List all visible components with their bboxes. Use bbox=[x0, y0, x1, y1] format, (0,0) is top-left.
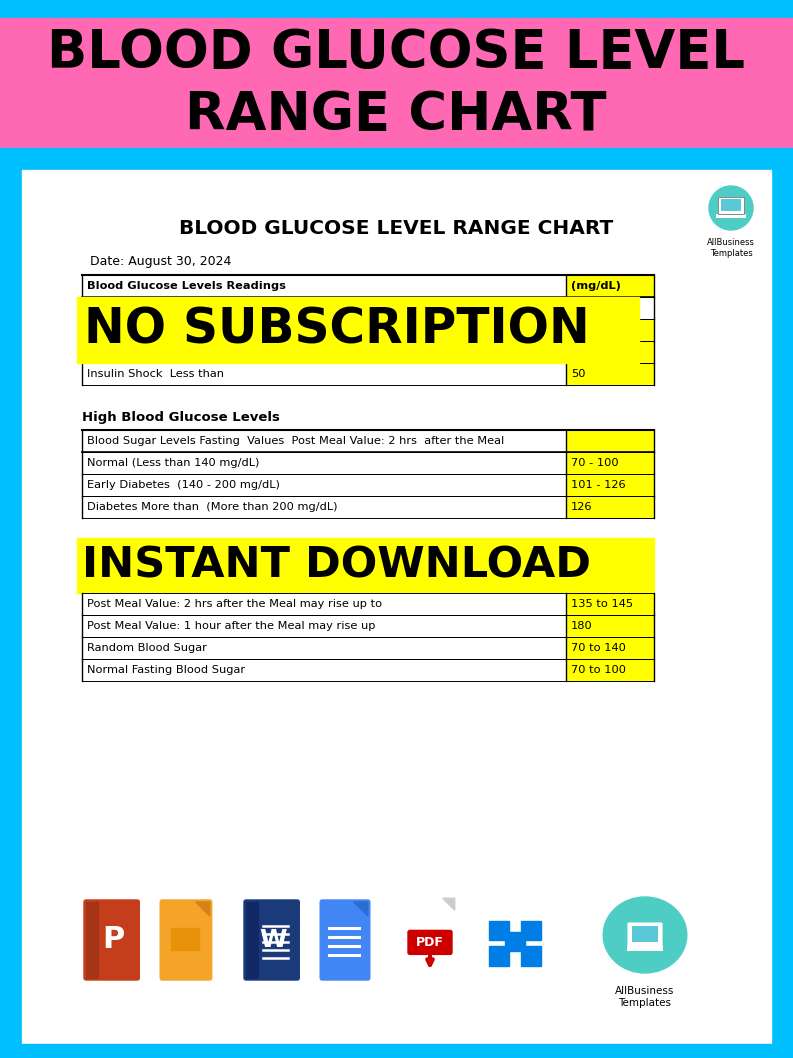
FancyBboxPatch shape bbox=[408, 930, 452, 954]
Bar bbox=[632, 926, 658, 942]
Text: High Blood Glucose Levels: High Blood Glucose Levels bbox=[82, 412, 280, 424]
Text: AllBusiness
Templates: AllBusiness Templates bbox=[615, 986, 675, 1008]
Text: Post Meal Value: 1 hour after the Meal may rise up: Post Meal Value: 1 hour after the Meal m… bbox=[87, 621, 376, 631]
Text: W: W bbox=[259, 928, 287, 952]
Bar bbox=[82, 659, 566, 681]
Bar bbox=[718, 197, 744, 214]
Text: P: P bbox=[102, 926, 125, 954]
Bar bbox=[566, 275, 654, 297]
Text: 50: 50 bbox=[571, 369, 585, 379]
Bar bbox=[77, 297, 639, 363]
Ellipse shape bbox=[603, 897, 687, 973]
Text: 135 to 145: 135 to 145 bbox=[571, 599, 633, 609]
Text: Normal (Less than 140 mg/dL): Normal (Less than 140 mg/dL) bbox=[87, 458, 259, 468]
Bar bbox=[718, 197, 744, 214]
Bar bbox=[566, 615, 654, 637]
Text: Random Blood Sugar: Random Blood Sugar bbox=[87, 643, 207, 653]
Polygon shape bbox=[442, 898, 454, 910]
Text: Date: August 30, 2024: Date: August 30, 2024 bbox=[90, 255, 232, 269]
Text: 101 - 126: 101 - 126 bbox=[571, 480, 626, 490]
Text: Blood Sugar Levels Fasting  Values  Post Meal Value: 2 hrs  after the Meal: Blood Sugar Levels Fasting Values Post M… bbox=[87, 436, 504, 446]
FancyBboxPatch shape bbox=[401, 894, 458, 986]
Text: (mg/dL): (mg/dL) bbox=[571, 281, 621, 291]
Bar bbox=[82, 275, 566, 297]
Bar bbox=[82, 430, 566, 452]
Text: PDF: PDF bbox=[416, 936, 444, 949]
Text: 70: 70 bbox=[571, 325, 585, 335]
Polygon shape bbox=[86, 902, 98, 978]
Bar bbox=[82, 615, 566, 637]
Text: INSTANT DOWNLOAD: INSTANT DOWNLOAD bbox=[82, 545, 591, 586]
Bar bbox=[566, 341, 654, 363]
FancyBboxPatch shape bbox=[628, 923, 662, 947]
Text: Diabetes More than  (More than 200 mg/dL): Diabetes More than (More than 200 mg/dL) bbox=[87, 501, 338, 512]
Text: 70 - 100: 70 - 100 bbox=[571, 458, 619, 468]
Bar bbox=[0, 148, 793, 166]
Bar bbox=[82, 592, 566, 615]
Bar bbox=[82, 496, 566, 518]
Bar bbox=[716, 214, 746, 218]
Bar bbox=[566, 363, 654, 385]
Bar bbox=[171, 928, 199, 950]
Bar bbox=[0, 1044, 793, 1058]
Bar bbox=[566, 474, 654, 496]
Bar bbox=[566, 592, 654, 615]
Text: Normal: Normal bbox=[87, 303, 128, 313]
Text: 126: 126 bbox=[571, 501, 592, 512]
Text: 180: 180 bbox=[571, 347, 592, 357]
Text: Hypoglycemia (Low Blood Sugar)  Less than: Hypoglycemia (Low Blood Sugar) Less than bbox=[87, 325, 337, 335]
Circle shape bbox=[709, 186, 753, 230]
Text: 180: 180 bbox=[571, 621, 592, 631]
Text: BLOOD GLUCOSE LEVEL RANGE CHART: BLOOD GLUCOSE LEVEL RANGE CHART bbox=[179, 219, 613, 237]
Text: 70 to 140: 70 to 140 bbox=[571, 643, 626, 653]
Bar bbox=[566, 452, 654, 474]
Text: RANGE CHART: RANGE CHART bbox=[186, 89, 607, 141]
Polygon shape bbox=[246, 902, 258, 978]
Text: Hyperglycemia (High Blood Sugar)  More than: Hyperglycemia (High Blood Sugar) More th… bbox=[87, 347, 350, 357]
Text: Post Meal Value: 2 hrs after the Meal may rise up to: Post Meal Value: 2 hrs after the Meal ma… bbox=[87, 599, 382, 609]
Bar bbox=[82, 320, 566, 341]
Text: 70 to 100: 70 to 100 bbox=[571, 665, 626, 675]
Bar bbox=[82, 637, 566, 659]
Text: Normal Fasting Blood Sugar: Normal Fasting Blood Sugar bbox=[87, 665, 245, 675]
Text: NO SUBSCRIPTION: NO SUBSCRIPTION bbox=[84, 306, 590, 354]
Bar bbox=[82, 341, 566, 363]
FancyBboxPatch shape bbox=[160, 900, 212, 980]
Bar bbox=[566, 659, 654, 681]
FancyBboxPatch shape bbox=[320, 900, 370, 980]
Bar bbox=[566, 320, 654, 341]
Text: Blood Glucose Levels Readings: Blood Glucose Levels Readings bbox=[87, 281, 285, 291]
Text: BLOOD GLUCOSE LEVEL: BLOOD GLUCOSE LEVEL bbox=[47, 28, 745, 79]
Polygon shape bbox=[196, 902, 209, 916]
Bar bbox=[77, 539, 654, 592]
Bar bbox=[566, 496, 654, 518]
Bar bbox=[82, 452, 566, 474]
Bar bbox=[566, 297, 654, 320]
Bar bbox=[566, 430, 654, 452]
Text: AllBusiness
Templates: AllBusiness Templates bbox=[707, 238, 755, 258]
Bar bbox=[721, 199, 741, 211]
Bar bbox=[22, 170, 771, 1044]
Text: 70 - 140: 70 - 140 bbox=[571, 303, 619, 313]
Bar bbox=[0, 18, 793, 148]
Text: Insulin Shock  Less than: Insulin Shock Less than bbox=[87, 369, 224, 379]
Bar bbox=[0, 0, 793, 18]
Bar bbox=[566, 637, 654, 659]
Bar bbox=[627, 946, 663, 951]
Bar bbox=[82, 474, 566, 496]
Text: Early Diabetes  (140 - 200 mg/dL): Early Diabetes (140 - 200 mg/dL) bbox=[87, 480, 280, 490]
FancyBboxPatch shape bbox=[84, 900, 140, 980]
Bar bbox=[82, 297, 566, 320]
FancyBboxPatch shape bbox=[244, 900, 299, 980]
Polygon shape bbox=[354, 902, 368, 916]
Bar bbox=[82, 363, 566, 385]
